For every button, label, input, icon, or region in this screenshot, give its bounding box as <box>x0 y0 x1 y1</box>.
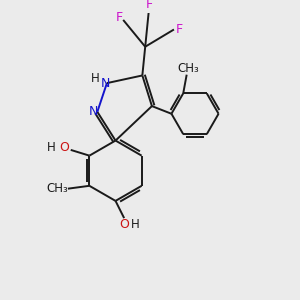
Text: N: N <box>101 76 110 90</box>
Text: H: H <box>47 141 56 154</box>
Text: N: N <box>89 105 99 118</box>
Text: H: H <box>91 72 99 85</box>
Text: O: O <box>59 141 69 154</box>
Text: F: F <box>116 11 123 24</box>
Text: CH₃: CH₃ <box>177 62 199 75</box>
Text: F: F <box>146 0 153 11</box>
Text: O: O <box>119 218 129 231</box>
Text: CH₃: CH₃ <box>46 182 68 195</box>
Text: H: H <box>131 218 140 231</box>
Text: F: F <box>176 23 183 36</box>
